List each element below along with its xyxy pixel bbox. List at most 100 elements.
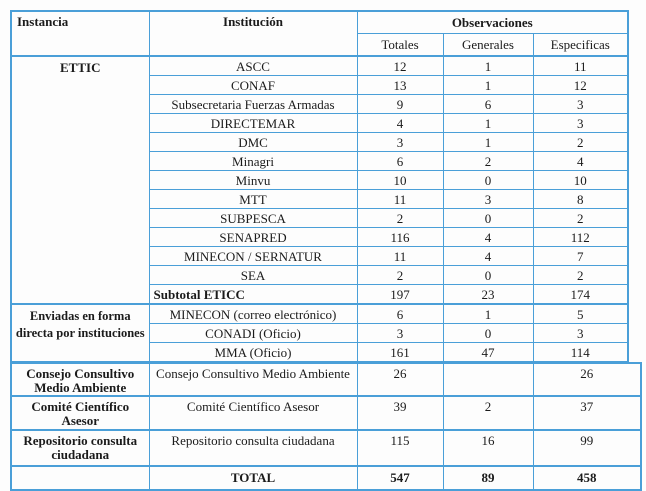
especificas-cell: 10 [532, 170, 629, 190]
col-header-institucion: Institución [148, 10, 358, 57]
col-header-instancia: Instancia [10, 10, 150, 57]
institution-cell: Consejo Consultivo Medio Ambiente [148, 362, 358, 397]
especificas-cell: 174 [532, 284, 629, 305]
especificas-cell: 37 [532, 395, 642, 431]
institution-cell: SEA [148, 265, 358, 285]
institution-cell: MINECON (correo electrónico) [148, 303, 358, 324]
table-row: SEA 2 0 2 [11, 265, 629, 285]
especificas-cell: 99 [532, 429, 642, 467]
totales-cell: 4 [356, 113, 444, 133]
total-especificas-cell: 458 [532, 465, 642, 491]
institution-cell: DIRECTEMAR [148, 113, 358, 133]
generales-cell: 1 [442, 113, 534, 133]
totales-cell: 10 [356, 170, 444, 190]
especificas-cell: 5 [532, 303, 629, 324]
total-totales-cell: 547 [356, 465, 444, 491]
institution-cell: SUBPESCA [148, 208, 358, 228]
subtotal-label-cell: Subtotal ETICC [148, 284, 358, 305]
generales-cell: 0 [442, 170, 534, 190]
totales-cell: 6 [356, 303, 444, 324]
subtotal-row: Subtotal ETICC 197 23 174 [11, 284, 629, 305]
institution-cell: ASCC [148, 55, 358, 76]
totales-cell: 2 [356, 265, 444, 285]
generales-cell: 1 [442, 75, 534, 95]
table-row: MINECON / SERNATUR 11 4 7 [11, 246, 629, 266]
total-generales-cell: 89 [442, 465, 534, 491]
especificas-cell: 7 [532, 246, 629, 266]
table-row: CONAF 13 1 12 [11, 75, 629, 95]
table-row: Minvu 10 0 10 [11, 170, 629, 190]
especificas-cell: 8 [532, 189, 629, 209]
generales-cell: 2 [442, 395, 534, 431]
col-header-especificas: Especificas [532, 33, 629, 57]
generales-cell: 3 [442, 189, 534, 209]
table-lower: Consejo Consultivo Medio Ambiente Consej… [10, 362, 642, 491]
institution-cell: Comité Científico Asesor [148, 395, 358, 431]
especificas-cell: 4 [532, 151, 629, 171]
especificas-cell: 114 [532, 342, 629, 362]
institution-cell: Subsecretaria Fuerzas Armadas [148, 94, 358, 114]
header-row: Instancia Institución Observaciones [10, 10, 629, 57]
especificas-cell: 2 [532, 265, 629, 285]
totales-cell: 3 [356, 132, 444, 152]
total-row: TOTAL 547 89 458 [10, 465, 642, 491]
totales-cell: 2 [356, 208, 444, 228]
group-cell-consejo: Consejo Consultivo Medio Ambiente [10, 362, 150, 397]
generales-cell: 1 [442, 303, 534, 324]
table-upper: Instancia Institución Observaciones Tota… [10, 10, 630, 362]
institution-cell: MTT [148, 189, 358, 209]
generales-cell: 4 [442, 246, 534, 266]
totales-cell: 161 [356, 342, 444, 362]
generales-cell: 1 [442, 55, 534, 76]
especificas-cell: 3 [532, 323, 629, 343]
totales-cell: 9 [356, 94, 444, 114]
institution-cell: SENAPRED [148, 227, 358, 247]
empty-cell [10, 465, 150, 491]
group-cell-comite: Comité Científico Asesor [10, 395, 150, 431]
observations-table: Instancia Institución Observaciones Tota… [10, 10, 642, 491]
subheader-row: Totales Generales Especificas [11, 33, 629, 57]
generales-cell: 16 [442, 429, 534, 467]
totales-cell: 197 [356, 284, 444, 305]
col-header-observaciones: Observaciones [356, 10, 629, 34]
total-label-cell: TOTAL [148, 465, 358, 491]
generales-cell: 6 [442, 94, 534, 114]
generales-cell: 0 [442, 265, 534, 285]
table-row: Comité Científico Asesor Comité Científi… [10, 395, 642, 431]
generales-cell: 23 [442, 284, 534, 305]
totales-cell: 6 [356, 151, 444, 171]
table-row: SUBPESCA 2 0 2 [11, 208, 629, 228]
table-row: Consejo Consultivo Medio Ambiente Consej… [10, 362, 642, 397]
totales-cell: 116 [356, 227, 444, 247]
institution-cell: Minvu [148, 170, 358, 190]
group-cell-repositorio: Repositorio consulta ciudadana [10, 429, 150, 467]
table-row: ETTIC ASCC 12 1 11 [10, 55, 629, 305]
table-row: Subsecretaria Fuerzas Armadas 9 6 3 [11, 94, 629, 114]
institution-cell: Minagri [148, 151, 358, 171]
totales-cell: 12 [356, 55, 444, 76]
especificas-cell: 112 [532, 227, 629, 247]
totales-cell: 3 [356, 323, 444, 343]
totales-cell: 11 [356, 189, 444, 209]
group-cell-enviadas: Enviadas en forma directa por institucio… [10, 303, 150, 362]
institution-cell: CONADI (Oficio) [148, 323, 358, 343]
institution-cell: MINECON / SERNATUR [148, 246, 358, 266]
table-row: DMC 3 1 2 [11, 132, 629, 152]
generales-cell: 1 [442, 132, 534, 152]
especificas-cell: 3 [532, 94, 629, 114]
generales-cell: 47 [442, 342, 534, 362]
generales-cell: 0 [442, 208, 534, 228]
generales-cell-empty [442, 362, 534, 397]
totales-cell: 13 [356, 75, 444, 95]
totales-cell: 39 [356, 395, 444, 431]
especificas-cell: 11 [532, 55, 629, 76]
generales-cell: 2 [442, 151, 534, 171]
especificas-cell: 2 [532, 132, 629, 152]
institution-cell: DMC [148, 132, 358, 152]
col-header-generales: Generales [442, 33, 534, 57]
generales-cell: 4 [442, 227, 534, 247]
table-row: MMA (Oficio) 161 47 114 [11, 342, 629, 362]
especificas-cell: 12 [532, 75, 629, 95]
especificas-cell: 2 [532, 208, 629, 228]
generales-cell: 0 [442, 323, 534, 343]
